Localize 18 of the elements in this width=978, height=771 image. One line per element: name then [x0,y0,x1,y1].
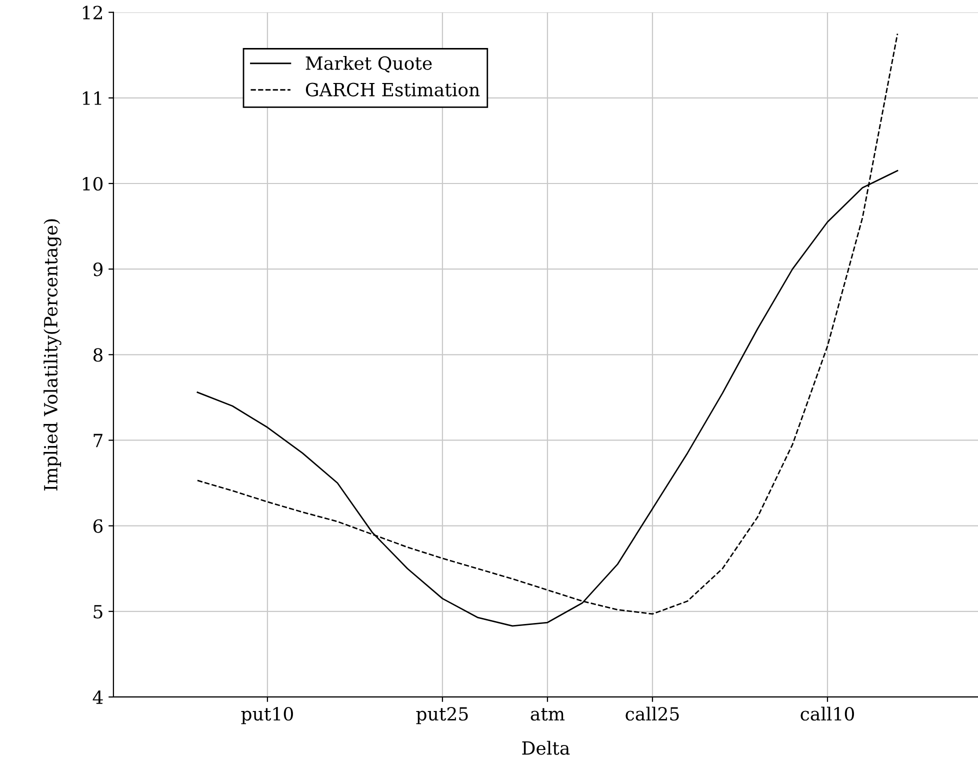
legend-label: GARCH Estimation [306,82,480,96]
y-tick-label: 4 [92,690,103,704]
x-tick-label: atm [530,708,565,721]
y-tick-label: 5 [94,605,102,619]
x-tick-label: call10 [800,706,854,721]
y-tick-label: 8 [93,348,103,362]
x-tick-label: call25 [626,706,679,721]
y-tick-label: 6 [93,519,103,533]
x-tick-label: put10 [241,707,293,724]
y-tick-label: 7 [94,434,102,448]
x-axis-title: Delta [522,740,570,755]
y-tick-label: 10 [82,176,103,191]
x-tick-label: put25 [416,707,468,724]
y-axis-title: Implied Volatility(Percentage) [44,219,62,490]
legend-label: Market Quote [306,56,432,73]
y-tick-label: 12 [82,6,102,20]
y-tick-label: 11 [82,91,102,105]
y-tick-label: 9 [93,262,103,276]
